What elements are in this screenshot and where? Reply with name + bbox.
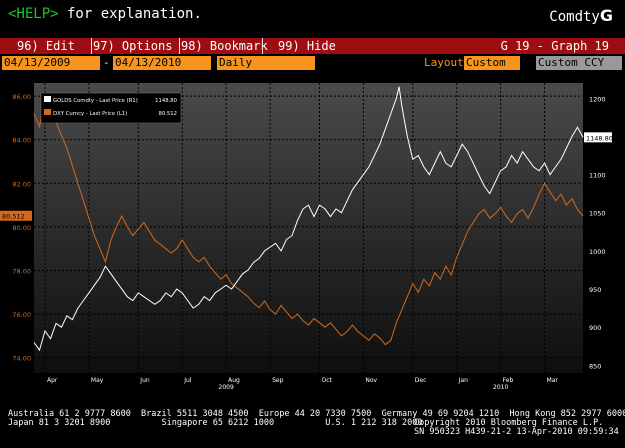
dxy-last-label: 80.512	[2, 213, 25, 221]
period-field[interactable]: Daily	[217, 56, 315, 70]
series-line-gold	[33, 86, 584, 352]
legend-value: 80.512	[158, 111, 177, 117]
menu-separator	[179, 38, 180, 54]
help-hint[interactable]: <HELP> for explanation.	[8, 6, 202, 22]
x-axis: Apr May Jun Jul Aug Sep Oct Nov Dec Jan Feb Mar 2009…	[47, 377, 558, 391]
menu-bar: 96) Edit 97) Options 98) Bookmark 99) Hi…	[0, 38, 625, 54]
left-tick-label: 76.00	[12, 311, 31, 319]
left-tick-label: 78.00	[12, 268, 31, 276]
month-tick-label: Mar	[547, 377, 559, 384]
layout-label: Layout	[424, 56, 464, 69]
brand-logo: G	[599, 6, 613, 25]
legend-value: 1148.80	[155, 98, 178, 104]
chart: Apr May Jun Jul Aug Sep Oct Nov Dec Jan Feb Mar 2009…	[0, 73, 625, 413]
right-tick-label: 1200	[589, 95, 606, 103]
gold-last-tag	[584, 132, 612, 143]
month-tick-label: Jan	[458, 377, 468, 384]
left-axis: 74.00 76.00 78.00 80.00 82.00 84.00 86.00	[12, 93, 31, 363]
end-date-field[interactable]: 04/13/2010	[113, 56, 211, 70]
brand-text: Comdty	[549, 9, 600, 25]
legend: GOLDS Comdty - Last Price (R1) 1148.80 DXY…	[40, 92, 182, 124]
menu-options[interactable]: 97) Options	[93, 39, 173, 53]
last-price-tags: 1148.80 80.512	[0, 132, 613, 221]
month-tick-label: Nov	[365, 377, 377, 384]
legend-swatch	[44, 96, 51, 102]
right-tick-label: 950	[589, 286, 601, 294]
footer-line-2: Japan 81 3 3201 8900 Singapore 65 6212 1…	[8, 418, 423, 428]
dxy-last-tag	[0, 210, 32, 221]
month-tick-label: Feb	[503, 377, 514, 384]
menu-edit[interactable]: 96) Edit	[17, 39, 75, 53]
left-tick-label: 80.00	[12, 224, 31, 232]
footer-line-3: SN 950323 H439-21-2 13-Apr-2010 09:59:34	[414, 427, 619, 437]
right-tick-label: 1000	[589, 248, 606, 256]
terminal-header: <HELP> for explanation. ComdtyG	[0, 0, 625, 30]
gold-last-label: 1148.80	[586, 134, 613, 142]
month-tick-label: Jun	[139, 377, 150, 384]
year-tick-label: 2009	[219, 384, 234, 391]
help-text: for explanation.	[58, 6, 202, 22]
month-tick-label: Aug	[228, 377, 240, 384]
left-tick-label: 86.00	[12, 93, 31, 101]
month-tick-label: Jul	[183, 377, 192, 384]
graph-title: G 19 - Graph 19	[500, 39, 609, 53]
grid	[34, 83, 583, 373]
footer-line-1: Australia 61 2 9777 8600 Brazil 5511 304…	[8, 409, 625, 419]
currency-field[interactable]: Custom CCY	[536, 56, 622, 70]
month-tick-label: Dec	[415, 377, 427, 384]
legend-label: DXY Curncy - Last Price (L1)	[53, 111, 127, 117]
month-tick-label: Oct	[321, 377, 332, 384]
layout-field[interactable]: Custom	[464, 56, 520, 70]
menu-hide[interactable]: 99) Hide	[278, 39, 336, 53]
left-tick-label: 74.00	[12, 355, 31, 363]
legend-swatch	[44, 109, 51, 115]
brand: ComdtyG	[549, 6, 613, 25]
start-date-field[interactable]: 04/13/2009	[2, 56, 100, 70]
date-range-dash: -	[103, 56, 110, 69]
month-tick-label: Apr	[47, 377, 58, 384]
menu-separator	[91, 38, 92, 54]
left-tick-label: 82.00	[12, 180, 31, 188]
month-tick-label: May	[91, 377, 104, 384]
footer-copyright: Copyright 2010 Bloomberg Finance L.P.	[414, 418, 604, 428]
right-tick-label: 900	[589, 324, 601, 332]
right-tick-label: 1100	[589, 172, 606, 180]
legend-box	[40, 92, 182, 124]
month-tick-label: Sep	[272, 377, 284, 384]
left-tick-label: 84.00	[12, 137, 31, 145]
control-bar: 04/13/2009 - 04/13/2010 Daily Layout Cus…	[0, 55, 625, 71]
legend-label: GOLDS Comdty - Last Price (R1)	[53, 98, 138, 104]
series-line-dxy	[33, 94, 584, 346]
menu-bookmark[interactable]: 98) Bookmark	[181, 39, 268, 53]
year-tick-label: 2010	[493, 384, 508, 391]
right-tick-label: 850	[589, 362, 601, 370]
help-key[interactable]: <HELP>	[8, 6, 59, 22]
right-tick-label: 1050	[589, 210, 606, 218]
menu-separator	[262, 38, 263, 54]
